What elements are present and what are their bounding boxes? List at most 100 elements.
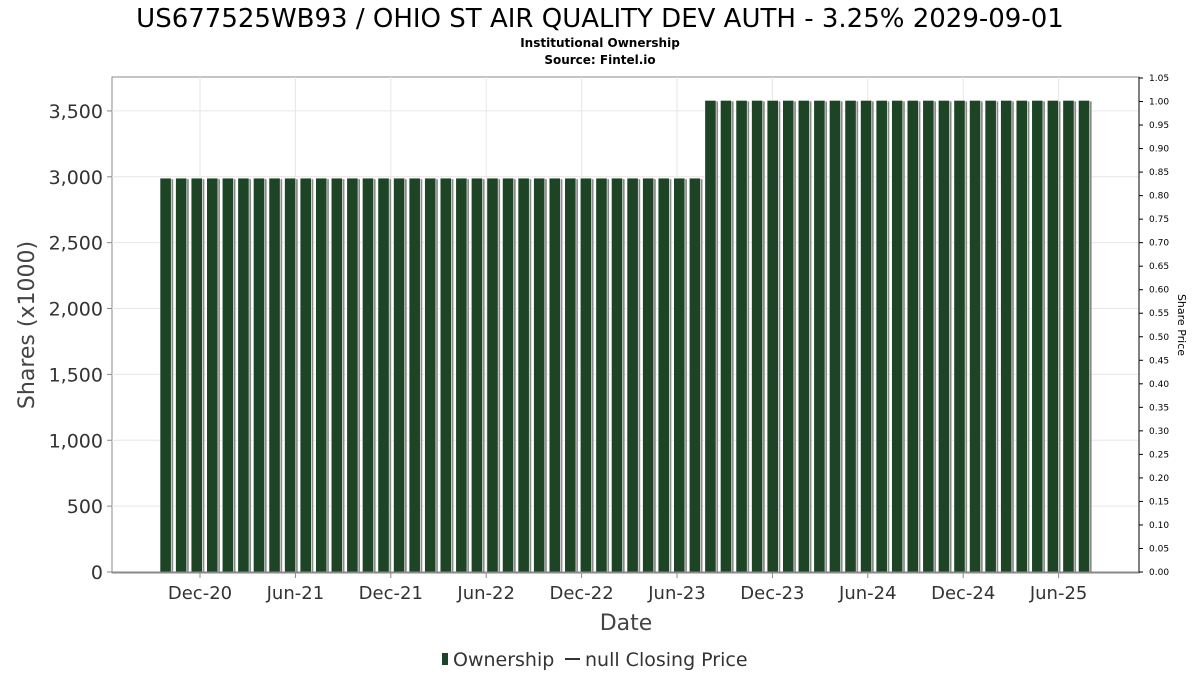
x-axis: Dec-20 Jun-21 Dec-21 Jun-22 Dec-22 Jun-23 Dec-… [112,571,1139,604]
x-tick-label: Dec-23 [740,583,804,604]
y2-tick-label: 0.70 [1149,239,1169,249]
y-tick-label: 2,500 [49,233,103,255]
x-axis-label: Date [600,611,653,636]
y-tick-label: 3,500 [49,101,103,123]
y2-tick-label: 0.80 [1149,192,1169,202]
ownership-bar [1000,100,1013,573]
y-tick-label: 0 [91,562,103,584]
x-tick-label: Jun-21 [266,583,325,604]
ownership-bar [797,100,810,573]
ownership-bar [984,100,997,573]
ownership-bars [159,100,1092,574]
ownership-bar [1062,100,1075,573]
y2-tick-label: 0.10 [1149,521,1169,531]
ownership-bar [1015,100,1028,573]
y2-tick-label: 0.20 [1149,474,1169,484]
y2-tick-label: 0.25 [1149,450,1169,460]
ownership-bar [891,100,904,573]
chart-source: Source: Fintel.io [544,53,655,67]
ownership-bar [346,177,359,573]
x-tick-label: Dec-22 [549,583,613,604]
y-tick-label: 1,500 [49,364,103,386]
y2-tick-label: 0.65 [1149,262,1169,272]
ownership-bar [922,100,935,573]
x-tick-label: Dec-24 [931,583,995,604]
ownership-bar [533,177,546,573]
chart-subtitle: Institutional Ownership [520,36,680,50]
ownership-bar [455,177,468,573]
ownership-bar [875,100,888,573]
legend-price-label: null Closing Price [585,649,748,671]
ownership-bar [673,177,686,573]
ownership-bar [766,100,779,573]
x-tick-label: Jun-24 [838,583,897,604]
ownership-bar [159,177,172,573]
ownership-bar [299,177,312,573]
y2-tick-label: 0.60 [1149,286,1169,296]
ownership-bar [906,100,919,573]
y2-tick-label: 0.55 [1149,309,1169,319]
ownership-bar [471,177,483,573]
ownership-bar [424,177,437,573]
ownership-bar [315,177,328,573]
x-tick-label: Dec-20 [168,583,232,604]
ownership-bar [735,100,748,573]
x-tick-label: Dec-21 [359,583,423,604]
ownership-bar [362,177,374,573]
ownership-bar [175,177,188,573]
y2-tick-label: 0.05 [1149,544,1169,554]
ownership-bar [237,177,250,573]
ownership-bar [439,177,452,573]
chart-title: US677525WB93 / OHIO ST AIR QUALITY DEV A… [136,4,1064,34]
y-axis-left: 0 500 1,000 1,500 2,000 2,500 3,000 3,500 [49,101,112,584]
y-tick-label: 3,000 [49,167,103,189]
plot-area [111,76,1140,574]
y-axis-right: 0.00 0.05 0.10 0.15 0.20 0.25 0.30 0.35 0.40 0.45… [1138,74,1169,578]
ownership-bar [626,177,639,573]
ownership-bar [486,177,499,573]
y-tick-label: 1,000 [49,430,103,452]
ownership-bar [393,177,406,573]
ownership-bar [720,100,732,573]
ownership-bar [829,100,841,573]
y2-tick-label: 0.85 [1149,168,1169,178]
ownership-bar [190,177,203,573]
y2-tick-label: 0.15 [1149,497,1169,507]
ownership-bar [284,177,297,573]
y2-tick-label: 0.50 [1149,333,1169,343]
ownership-bar [611,177,623,573]
x-tick-label: Jun-25 [1029,583,1088,604]
ownership-bar [253,177,265,573]
y2-tick-label: 0.00 [1149,568,1169,578]
y2-tick-label: 0.90 [1149,145,1169,155]
ownership-bar [642,177,655,573]
x-tick-label: Jun-22 [456,583,515,604]
y-axis-label: Shares (x1000) [15,241,40,409]
legend-ownership-swatch [442,653,448,665]
ownership-bar [502,177,514,573]
y2-tick-label: 0.75 [1149,215,1169,225]
ownership-bar [548,177,561,573]
ownership-bar [860,100,873,573]
ownership-bar [751,100,764,573]
y-tick-label: 2,000 [49,299,103,321]
ownership-bar [595,177,608,573]
ownership-bar [782,100,795,573]
ownership-bar [1031,100,1044,573]
y2-tick-label: 1.00 [1149,98,1169,108]
y2-tick-label: 0.40 [1149,380,1169,390]
ownership-bar [206,177,219,573]
y2-tick-label: 0.30 [1149,427,1169,437]
y2-tick-label: 0.35 [1149,403,1169,413]
legend: Ownership null Closing Price [442,649,748,671]
ownership-bar [969,100,981,573]
ownership-bar [408,177,421,573]
ownership-bar [938,100,950,573]
legend-ownership-label: Ownership [453,649,554,671]
ownership-bar [688,177,701,573]
ownership-bar [813,100,826,573]
ownership-bar [564,177,577,573]
ownership-bar [579,177,592,573]
ownership-bar [221,177,234,573]
